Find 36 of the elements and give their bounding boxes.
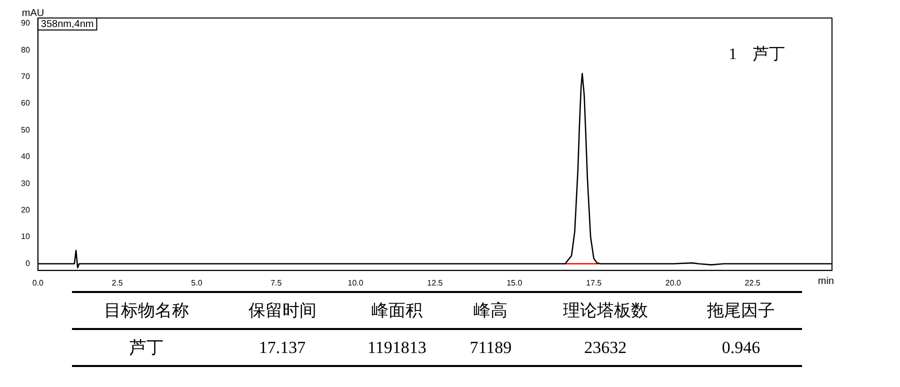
y-tick-label: 20: [20, 206, 30, 215]
text: 1191813: [366, 336, 428, 358]
text: 保留时间: [247, 300, 318, 322]
y-tick-label: 40: [20, 152, 30, 162]
text: 71189: [468, 336, 513, 358]
y-tick-label: 0: [25, 258, 30, 268]
x-tick-label: 10.0: [348, 278, 364, 288]
text: 理论塔板数: [562, 300, 649, 322]
y-axis-title: mAU: [22, 8, 44, 19]
y-tick-label: 10: [20, 232, 30, 242]
x-tick-label: 20.0: [665, 278, 682, 288]
annotation: 1 芦丁: [728, 45, 785, 64]
y-tick-label: 50: [20, 125, 30, 134]
y-tick-label: 80: [20, 45, 30, 54]
x-tick-label: 12.5: [427, 278, 444, 288]
x-tick-label: 22.5: [744, 278, 761, 288]
text: 17.137: [258, 336, 307, 358]
text: 峰面积: [370, 300, 424, 322]
text: 拖尾因子: [706, 300, 776, 322]
y-tick-label: 30: [20, 178, 30, 188]
x-tick-label: 2.5: [112, 278, 124, 288]
x-tick-label: 15.0: [506, 278, 523, 288]
text: 峰高: [472, 300, 509, 322]
x-tick-label: 7.5: [270, 278, 282, 288]
x-tick-label: 17.5: [586, 278, 602, 288]
x-tick-label: 5.0: [191, 278, 203, 288]
text: 23632: [583, 336, 628, 358]
annotation: 358nm,4nm: [40, 18, 94, 30]
x-tick-label: 0.0: [32, 278, 44, 288]
y-tick-label: 90: [20, 18, 30, 28]
x-axis-title: min: [818, 276, 834, 288]
y-tick-label: 60: [20, 98, 30, 108]
text: 芦丁: [128, 337, 165, 359]
text: 0.946: [720, 336, 762, 358]
y-tick-label: 70: [20, 72, 30, 81]
text: 目标物名称: [103, 300, 190, 322]
